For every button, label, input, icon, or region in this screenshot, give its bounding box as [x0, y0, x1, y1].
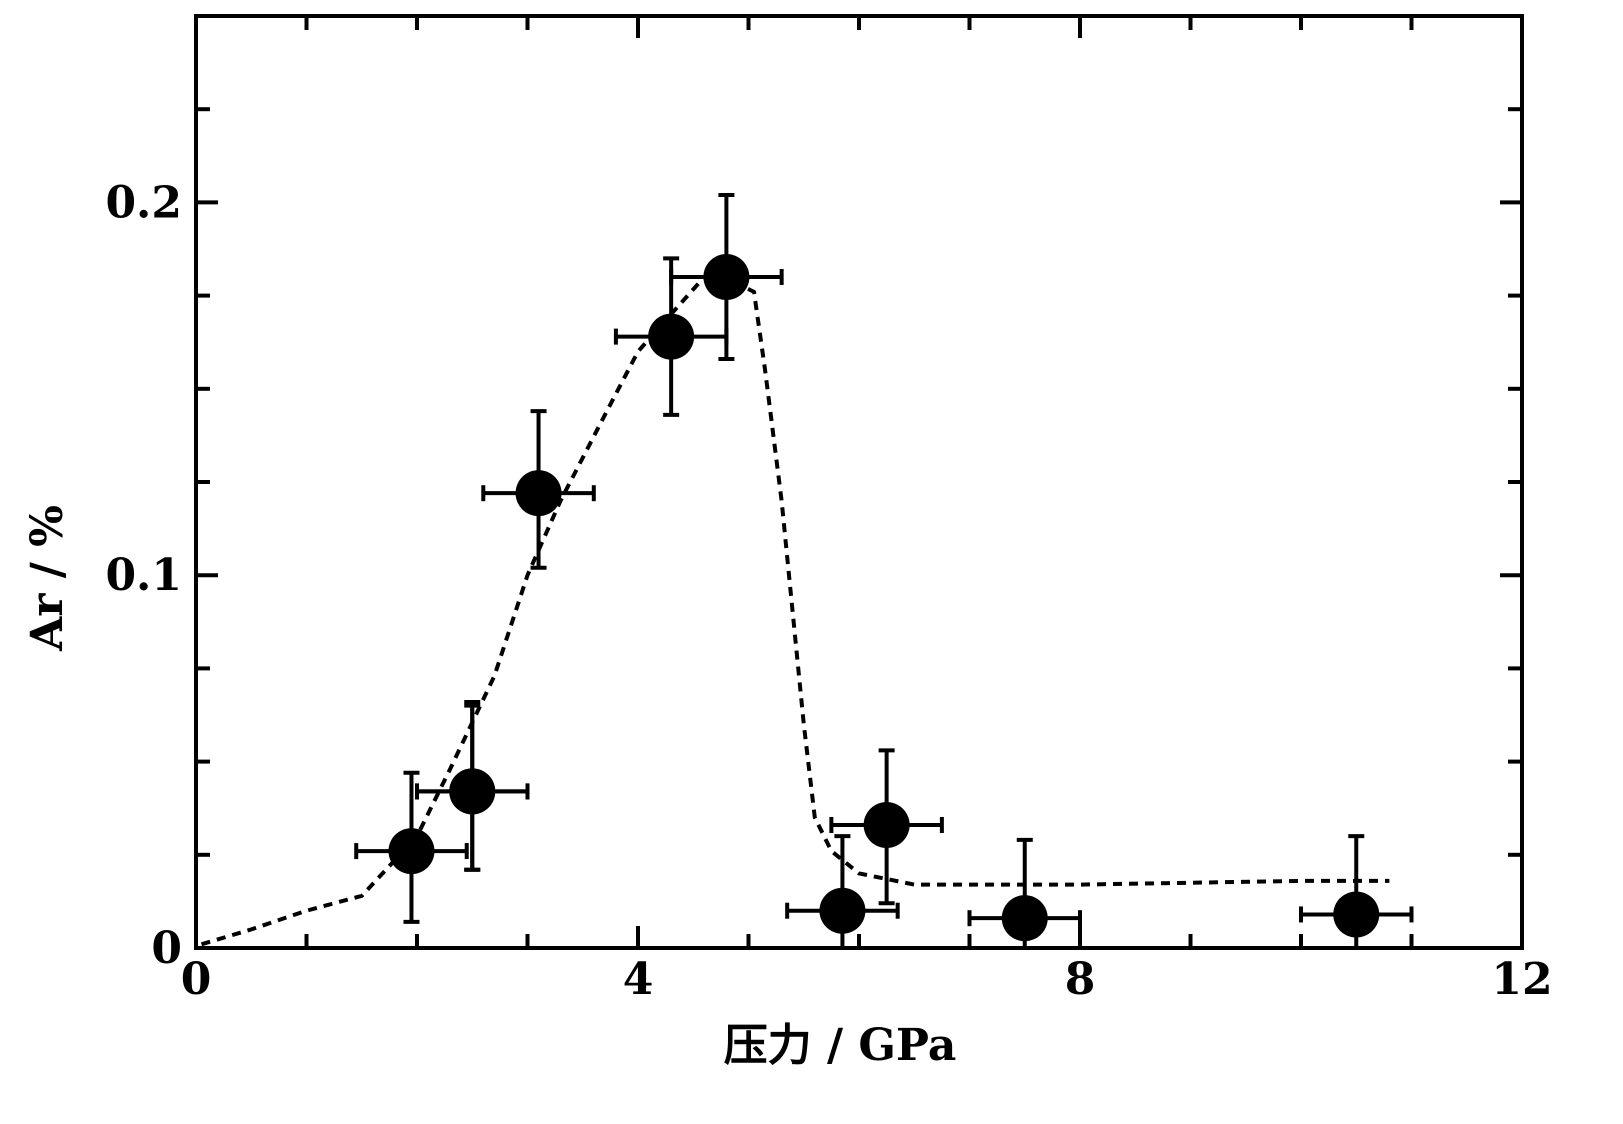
y-tick-label: 0.1 — [105, 550, 182, 601]
data-marker — [515, 470, 562, 517]
x-tick-label: 8 — [1065, 954, 1096, 1005]
data-point — [354, 770, 469, 924]
data-point — [829, 748, 944, 906]
data-marker — [388, 828, 435, 875]
data-point — [1299, 834, 1414, 950]
y-axis-label: Ar / % — [22, 505, 73, 652]
data-point — [481, 409, 596, 570]
x-axis-label: 压力 / GPa — [724, 1020, 957, 1071]
data-marker — [648, 313, 695, 360]
tick-labels-layer: 0 4 8 12 0 0.1 0.2 — [105, 177, 1552, 1005]
data-marker — [863, 801, 910, 848]
data-marker — [703, 253, 750, 300]
data-point — [967, 837, 1082, 950]
y-tick-label: 0 — [151, 923, 182, 974]
data-points-layer — [354, 192, 1414, 950]
plot-frame — [194, 14, 1524, 950]
trend-line — [200, 274, 1390, 947]
data-point — [415, 699, 530, 872]
data-marker — [1333, 891, 1380, 938]
axis-ticks-layer — [194, 14, 1524, 950]
x-tick-label: 12 — [1491, 954, 1552, 1005]
trend-line-layer — [200, 274, 1390, 947]
data-point — [785, 834, 900, 950]
data-marker — [819, 887, 866, 934]
x-tick-label: 4 — [623, 954, 654, 1005]
data-point — [669, 192, 784, 361]
x-tick-label: 0 — [181, 954, 212, 1005]
data-marker — [449, 768, 496, 815]
data-marker — [1001, 895, 1048, 942]
y-tick-label: 0.2 — [105, 177, 182, 228]
